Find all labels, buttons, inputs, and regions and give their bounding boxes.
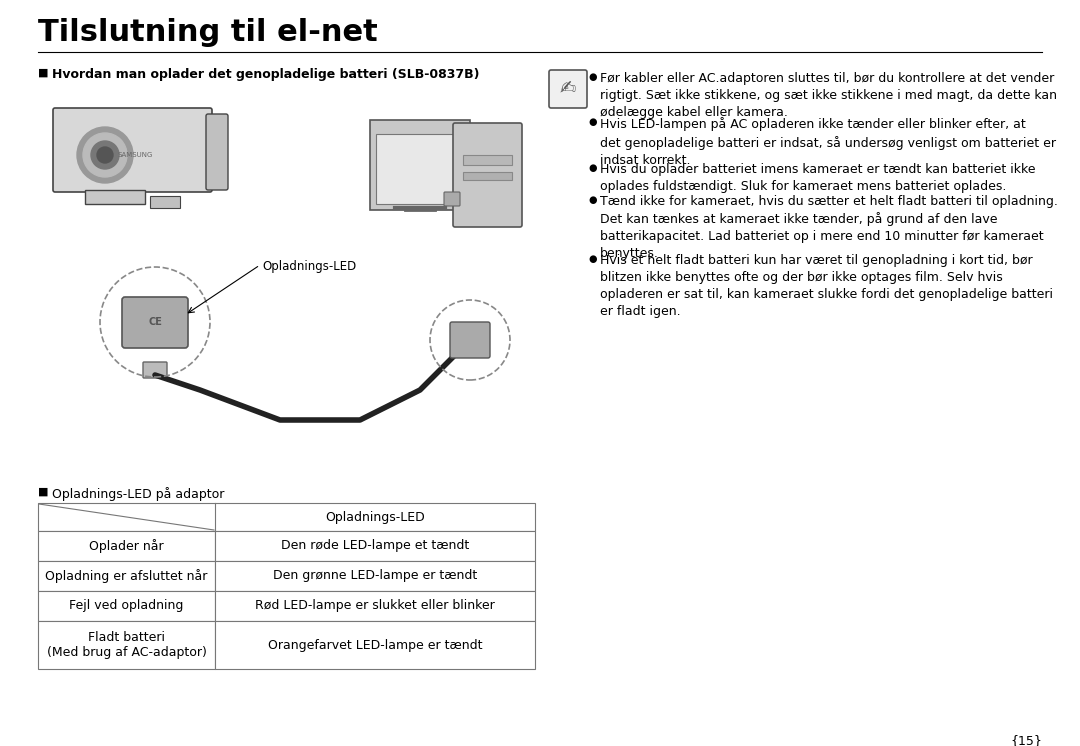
Text: Hvis LED-lampen på AC opladeren ikke tænder eller blinker efter, at
det genoplad: Hvis LED-lampen på AC opladeren ikke tæn… [600, 118, 1056, 167]
Circle shape [97, 147, 113, 163]
Text: ✍: ✍ [559, 80, 577, 98]
Bar [38, 621, 215, 669]
Bar [215, 561, 535, 591]
FancyBboxPatch shape [206, 114, 228, 190]
Text: Orangefarvet LED-lampe er tændt: Orangefarvet LED-lampe er tændt [268, 639, 483, 651]
Text: Opladnings-LED: Opladnings-LED [262, 260, 356, 273]
Bar [38, 531, 215, 561]
FancyBboxPatch shape [450, 322, 490, 358]
FancyBboxPatch shape [370, 120, 470, 210]
FancyBboxPatch shape [549, 70, 588, 108]
Text: Opladnings-LED på adaptor: Opladnings-LED på adaptor [52, 487, 225, 501]
Bar [463, 172, 512, 180]
Text: ●: ● [588, 163, 596, 173]
Text: Hvordan man oplader det genopladelige batteri (SLB-0837B): Hvordan man oplader det genopladelige ba… [52, 68, 480, 81]
FancyBboxPatch shape [53, 108, 212, 192]
Text: ●: ● [588, 118, 596, 128]
Text: Hvis et helt fladt batteri kun har været til genopladning i kort tid, bør
blitze: Hvis et helt fladt batteri kun har været… [600, 254, 1053, 318]
Text: Opladning er afsluttet når: Opladning er afsluttet når [45, 569, 207, 583]
Bar [85, 190, 145, 204]
Text: Fladt batteri
(Med brug af AC-adaptor): Fladt batteri (Med brug af AC-adaptor) [46, 631, 206, 659]
FancyBboxPatch shape [122, 297, 188, 348]
Text: Opladnings-LED: Opladnings-LED [325, 510, 424, 524]
Bar [38, 591, 215, 621]
Text: Den grønne LED-lampe er tændt: Den grønne LED-lampe er tændt [273, 569, 477, 583]
Text: Den røde LED-lampe et tændt: Den røde LED-lampe et tændt [281, 539, 469, 553]
Text: ■: ■ [38, 68, 49, 78]
Text: ■: ■ [38, 487, 49, 497]
Text: ●: ● [588, 72, 596, 82]
FancyBboxPatch shape [453, 123, 522, 227]
Bar [376, 134, 464, 204]
Bar [215, 531, 535, 561]
Text: Rød LED-lampe er slukket eller blinker: Rød LED-lampe er slukket eller blinker [255, 600, 495, 612]
Text: ●: ● [588, 254, 596, 264]
Circle shape [91, 141, 119, 169]
Bar [215, 621, 535, 669]
Text: {15}: {15} [1010, 734, 1042, 746]
Text: Fejl ved opladning: Fejl ved opladning [69, 600, 184, 612]
Text: CE: CE [148, 317, 162, 327]
FancyBboxPatch shape [444, 192, 460, 206]
Text: ●: ● [588, 195, 596, 205]
Text: Tilslutning til el-net: Tilslutning til el-net [38, 18, 378, 47]
Text: SAMSUNG: SAMSUNG [118, 152, 152, 158]
Bar [463, 155, 512, 165]
Circle shape [83, 133, 127, 177]
Text: Hvis du oplader batteriet imens kameraet er tændt kan batteriet ikke
oplades ful: Hvis du oplader batteriet imens kameraet… [600, 163, 1036, 193]
FancyBboxPatch shape [143, 362, 167, 378]
Circle shape [77, 127, 133, 183]
Text: Oplader når: Oplader når [90, 539, 164, 553]
Text: Tænd ikke for kameraet, hvis du sætter et helt fladt batteri til opladning.
Det : Tænd ikke for kameraet, hvis du sætter e… [600, 195, 1058, 260]
Bar [215, 591, 535, 621]
Bar [38, 561, 215, 591]
Bar [38, 503, 535, 531]
Text: Før kabler eller AC.adaptoren sluttes til, bør du kontrollere at det vender
rigt: Før kabler eller AC.adaptoren sluttes ti… [600, 72, 1057, 119]
Bar [150, 196, 180, 208]
